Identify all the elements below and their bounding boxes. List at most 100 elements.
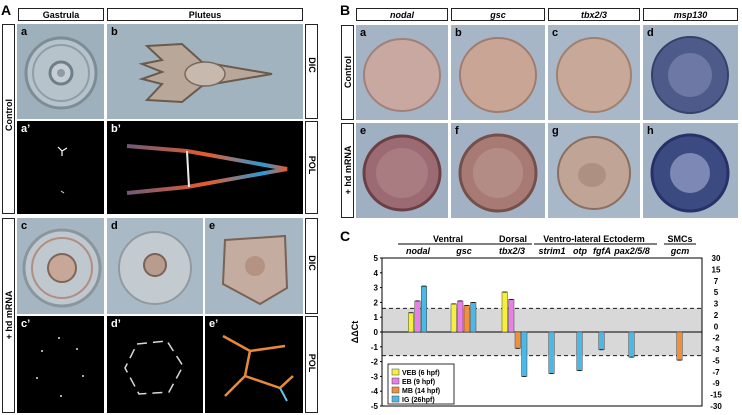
qpcr-chart: Ventral Dorsal Ventro-lateral Ectoderm S… xyxy=(350,234,722,411)
y-tick-label: -1 xyxy=(371,343,379,352)
bar-gsc-1 xyxy=(457,300,464,333)
legend-swatch xyxy=(391,377,400,385)
panel-a-a: a xyxy=(17,24,104,119)
right-tick-label: 3 xyxy=(714,300,719,309)
legend-swatch xyxy=(391,395,400,403)
gene-label: gsc xyxy=(455,246,472,256)
right-tick-label: -7 xyxy=(712,368,720,377)
panel-b-f: f xyxy=(451,123,545,218)
b-row-control-label: Control xyxy=(343,56,353,88)
right-tick-label: 30 xyxy=(712,254,721,263)
label-pol-2: POL xyxy=(307,353,317,373)
panel-a-b: b xyxy=(107,24,303,119)
row-group-hd-bar xyxy=(2,218,15,413)
gastrula-control-image xyxy=(24,36,98,110)
sublabel-e-prime: e’ xyxy=(209,318,219,330)
y-tick-label: -5 xyxy=(371,402,379,411)
right-tick-label: -30 xyxy=(710,402,722,411)
label-dic-1: DIC xyxy=(307,57,317,73)
gene-label: otp xyxy=(573,246,587,256)
y-tick-label: -2 xyxy=(371,358,379,367)
embryo-gsc-hd xyxy=(458,133,538,213)
panel-a-letter: A xyxy=(1,2,12,18)
pluteus-hd-pol-image-d xyxy=(124,340,184,395)
panel-a-b-prime: b’ xyxy=(107,121,303,214)
y-axis-label: ΔΔCt xyxy=(350,321,360,343)
bar-gcm-2 xyxy=(676,331,683,361)
panel-b-d: d xyxy=(643,25,738,120)
group-smc-label: SMCs xyxy=(667,234,692,244)
header-gastrula: Gastrula xyxy=(18,8,104,21)
panel-b-g: g xyxy=(548,123,640,218)
gene-label: fgfA xyxy=(593,246,611,256)
sublabel-c-prime: c’ xyxy=(21,318,31,330)
panel-b-letter: B xyxy=(340,2,351,18)
panel-c-letter: C xyxy=(340,228,351,244)
b-sublabel-a: a xyxy=(360,27,367,39)
bar-nodal-3 xyxy=(421,285,427,333)
panel-a-c-prime: c’ xyxy=(17,316,104,413)
right-tick-label: 5 xyxy=(714,288,719,297)
gene-label: strim1 xyxy=(538,246,565,256)
embryo-msp130-hd xyxy=(650,133,730,213)
b-sublabel-e: e xyxy=(360,125,367,137)
embryo-msp130-control xyxy=(651,36,729,114)
group-dorsal-label: Dorsal xyxy=(499,234,527,244)
group-vle-label: Ventro-lateral Ectoderm xyxy=(543,234,645,244)
label-pol-1: POL xyxy=(307,155,317,175)
gene-label: pax2/5/8 xyxy=(613,246,650,256)
row-group-control-label: Control xyxy=(4,99,14,131)
right-tick-label: 0 xyxy=(714,322,719,331)
sublabel-a: a xyxy=(21,26,28,38)
right-tick-label: 7 xyxy=(714,277,719,286)
pluteus-hd-image-d xyxy=(118,231,192,305)
pluteus-control-image xyxy=(138,42,273,104)
y-tick-label: 1 xyxy=(374,313,379,322)
panel-b-b: b xyxy=(451,25,545,120)
gene-label: gcm xyxy=(670,246,690,256)
legend-label: EB (9 hpf) xyxy=(402,379,435,386)
header-msp130: msp130 xyxy=(643,8,738,21)
sublabel-d-prime: d’ xyxy=(111,318,121,330)
sublabel-c: c xyxy=(21,220,28,232)
bar-tbx23-0 xyxy=(501,291,508,333)
gastrula-control-pol-image xyxy=(57,146,68,194)
right-tick-label: -9 xyxy=(712,379,720,388)
embryo-tbx-control xyxy=(556,37,632,113)
bar-gsc-0 xyxy=(450,303,457,333)
header-pluteus: Pluteus xyxy=(107,8,303,21)
bar-tbx23-1 xyxy=(508,299,515,333)
right-bar-pol-2 xyxy=(305,316,318,413)
legend-label: VEB (6 hpf) xyxy=(402,370,440,377)
panel-b-a: a xyxy=(356,25,448,120)
bar-strim1-3 xyxy=(548,331,555,374)
bar-otp-3 xyxy=(576,331,583,371)
bar-pax258-3 xyxy=(628,331,635,358)
legend-label: MB (14 hpf) xyxy=(402,388,440,395)
sublabel-a-prime: a’ xyxy=(21,123,31,135)
bar-nodal-1 xyxy=(414,300,421,333)
panel-a-c: c xyxy=(17,218,104,314)
legend-label: IG (26hpf) xyxy=(402,397,435,404)
bar-nodal-0 xyxy=(408,312,414,333)
panel-a-e: e xyxy=(205,218,303,314)
gene-label: nodal xyxy=(406,246,430,256)
right-tick-label: -2 xyxy=(712,334,720,343)
panel-b-c: c xyxy=(548,25,640,120)
y-tick-label: -3 xyxy=(371,372,379,381)
y-tick-label: 2 xyxy=(374,298,379,307)
row-group-control-bar xyxy=(2,24,15,214)
b-sublabel-b: b xyxy=(455,27,462,39)
b-row-control-bar xyxy=(341,25,354,120)
b-sublabel-f: f xyxy=(455,125,459,137)
pluteus-control-pol-image xyxy=(126,144,288,195)
bar-fgfA-3 xyxy=(598,331,605,351)
row-group-hd-label: + hd mRNA xyxy=(4,290,14,340)
sublabel-e: e xyxy=(209,220,216,232)
b-sublabel-c: c xyxy=(552,27,559,39)
y-tick-label: -4 xyxy=(371,387,379,396)
pluteus-hd-image-e xyxy=(221,234,289,306)
panel-a-e-prime: e’ xyxy=(205,316,303,413)
b-row-hd-bar xyxy=(341,123,354,218)
y-tick-label: 4 xyxy=(374,269,379,278)
